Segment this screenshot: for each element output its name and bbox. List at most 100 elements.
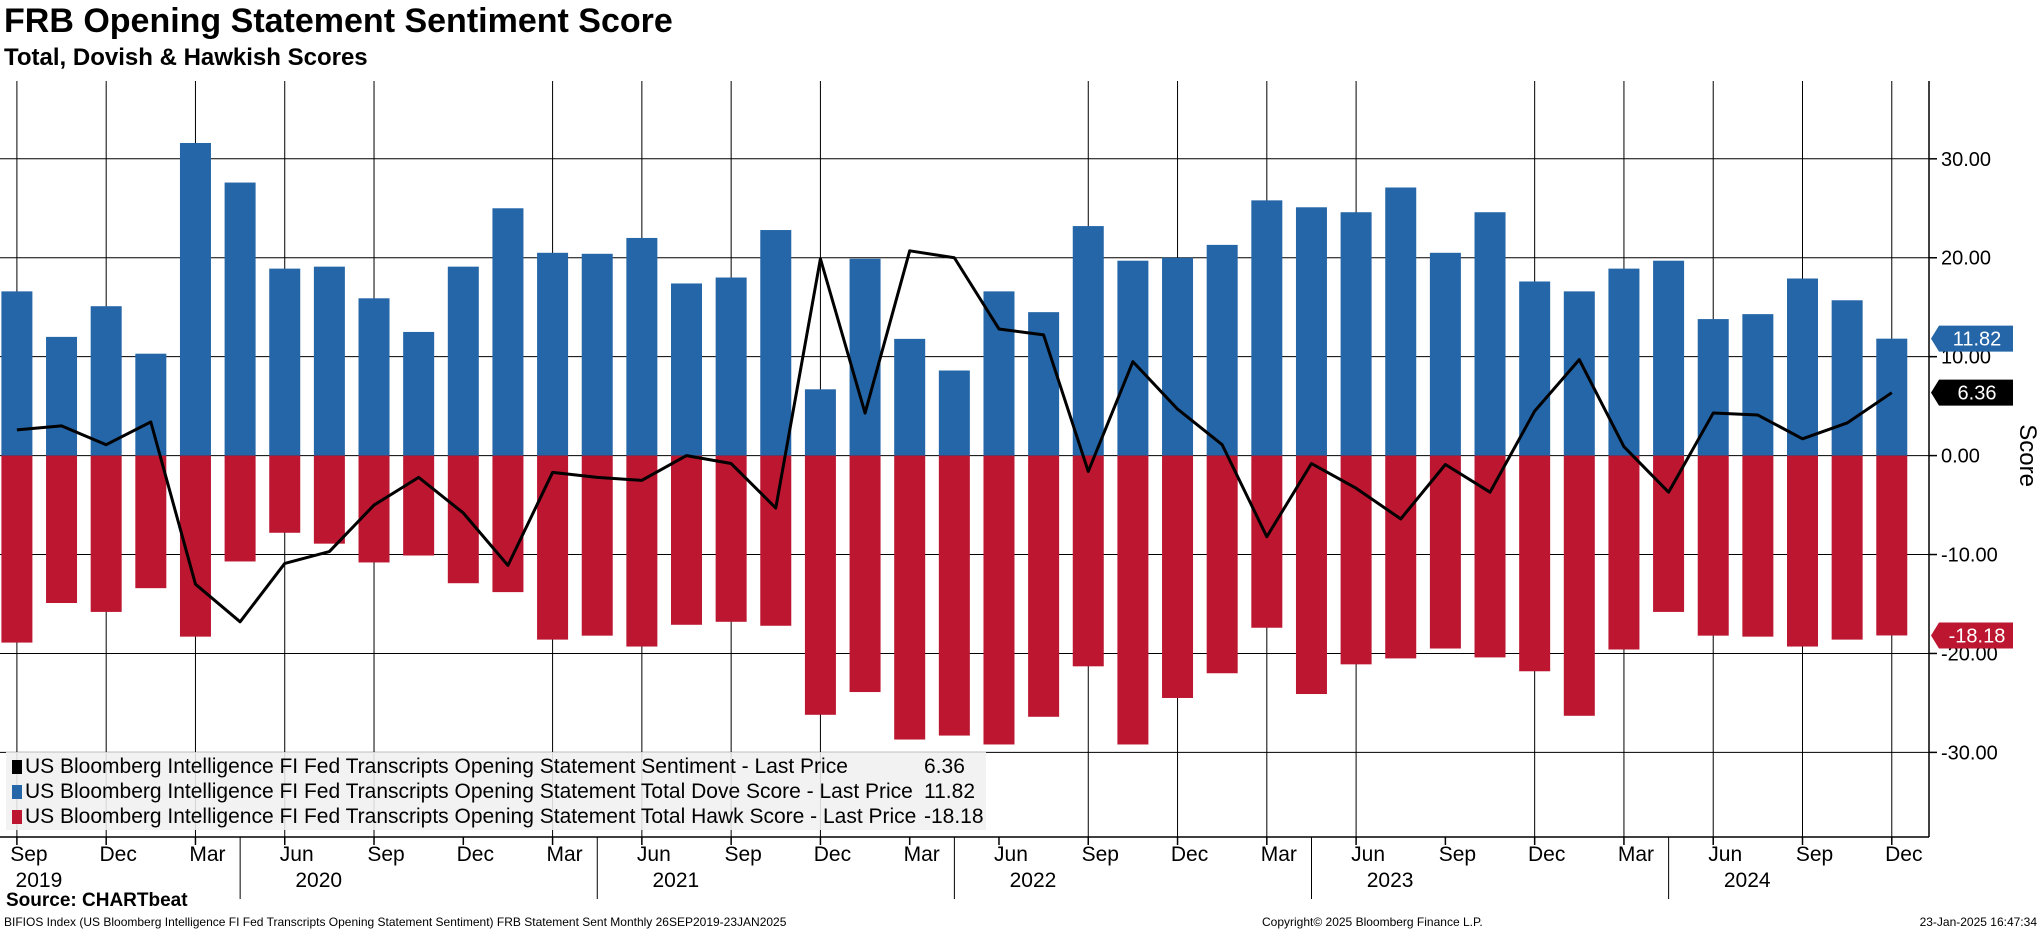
x-year-label: 2024 xyxy=(1724,869,1771,892)
chart-title: FRB Opening Statement Sentiment Score xyxy=(4,2,673,40)
legend-swatch-icon xyxy=(12,760,22,774)
y-tick-label: 30.00 xyxy=(1941,149,1991,171)
legend-label: US Bloomberg Intelligence FI Fed Transcr… xyxy=(25,755,848,778)
legend-item-hawk: US Bloomberg Intelligence FI Fed Transcr… xyxy=(6,804,986,829)
dove-bar xyxy=(1251,200,1283,456)
dove-bar xyxy=(671,283,702,456)
dove-bar xyxy=(1474,212,1506,456)
hawk-bar xyxy=(224,455,256,562)
legend: US Bloomberg Intelligence FI Fed Transcr… xyxy=(6,752,986,830)
hawk-bar xyxy=(1072,455,1104,667)
x-tick-label: Dec xyxy=(100,843,137,866)
hawk-bar xyxy=(1162,455,1194,698)
dove-bar xyxy=(1072,226,1104,456)
x-tick-label: Sep xyxy=(10,843,47,866)
footer-timestamp: 23-Jan-2025 16:47:34 xyxy=(1919,915,2037,929)
x-tick-label: Jun xyxy=(637,843,671,866)
legend-value: 11.82 xyxy=(924,780,975,803)
hawk-bar xyxy=(1608,455,1640,650)
hawk-bar xyxy=(1876,455,1908,636)
dove-bar xyxy=(1295,207,1327,456)
dove-bar xyxy=(1429,252,1461,456)
y-tick-label: 0.00 xyxy=(1941,446,1980,468)
hawk-bar xyxy=(760,455,792,626)
last-value-tag xyxy=(1931,622,2013,649)
hawk-bar xyxy=(581,455,613,636)
hawk-bar xyxy=(46,455,78,604)
hawk-bar xyxy=(492,455,524,593)
x-tick-label: Mar xyxy=(904,843,940,866)
dove-bar xyxy=(1,291,33,456)
hawk-bar xyxy=(804,455,836,715)
x-tick-label: Jun xyxy=(1708,843,1742,866)
hawk-bar xyxy=(1742,455,1774,637)
dove-bar xyxy=(1519,281,1551,456)
hawk-bar xyxy=(1385,455,1417,659)
dove-bar xyxy=(1742,314,1774,456)
legend-item-dove: US Bloomberg Intelligence FI Fed Transcr… xyxy=(6,779,986,804)
y-tick-label: 10.00 xyxy=(1941,347,1991,369)
dove-bar xyxy=(581,253,613,456)
hawk-bar xyxy=(849,455,881,693)
x-tick-label: Dec xyxy=(1528,843,1565,866)
dove-bar xyxy=(1876,338,1908,456)
dove-bar xyxy=(537,252,569,456)
dove-bar xyxy=(269,268,301,456)
dove-bar xyxy=(179,142,211,456)
legend-item-sentiment: US Bloomberg Intelligence FI Fed Transcr… xyxy=(6,754,986,779)
hawk-bar xyxy=(1,455,33,643)
hawk-bar xyxy=(403,455,435,556)
dove-bar xyxy=(46,336,78,456)
dove-bar xyxy=(1653,260,1685,456)
hawk-bar xyxy=(1563,455,1595,716)
dove-bar xyxy=(447,266,479,456)
hawk-bar xyxy=(537,455,569,640)
y-tick-label: 20.00 xyxy=(1941,248,1991,270)
chart-subtitle: Total, Dovish & Hawkish Scores xyxy=(4,44,368,71)
x-tick-label: Sep xyxy=(1796,843,1833,866)
footer-copyright: Copyright© 2025 Bloomberg Finance L.P. xyxy=(1262,915,1483,929)
hawk-bar xyxy=(1206,455,1238,674)
hawk-bar xyxy=(447,455,479,584)
x-year-label: 2019 xyxy=(16,869,63,892)
dove-bar xyxy=(358,298,390,456)
legend-label: US Bloomberg Intelligence FI Fed Transcr… xyxy=(25,805,917,828)
hawk-bar xyxy=(1251,455,1283,628)
dove-bar xyxy=(1162,257,1194,456)
last-value-label: -18.18 xyxy=(1949,625,2006,647)
x-tick-label: Sep xyxy=(1439,843,1476,866)
x-tick-label: Dec xyxy=(1171,843,1208,866)
hawk-bar xyxy=(1429,455,1461,649)
x-tick-label: Sep xyxy=(1082,843,1119,866)
hawk-bar xyxy=(1831,455,1863,640)
hawk-bar xyxy=(983,455,1015,745)
legend-swatch-icon xyxy=(12,810,22,824)
y-tick-label: -20.00 xyxy=(1941,643,1998,665)
x-tick-label: Mar xyxy=(189,843,225,866)
hawk-bar xyxy=(1340,455,1372,665)
x-tick-label: Mar xyxy=(1618,843,1654,866)
dove-bar xyxy=(804,389,836,456)
y-tick-label: -30.00 xyxy=(1941,742,1998,764)
x-tick-label: Dec xyxy=(1885,843,1922,866)
dove-bar xyxy=(403,331,435,456)
hawk-bar xyxy=(135,455,167,589)
footer-ticker: BIFIOS Index (US Bloomberg Intelligence … xyxy=(4,915,787,929)
dove-bar xyxy=(1787,278,1818,456)
dove-bar xyxy=(313,266,345,456)
hawk-bar xyxy=(1028,455,1060,717)
source-label: Source: CHARTbeat xyxy=(6,890,188,911)
hawk-bar xyxy=(894,455,926,740)
x-tick-label: Mar xyxy=(1261,843,1297,866)
x-year-label: 2020 xyxy=(295,869,342,892)
x-tick-label: Dec xyxy=(457,843,494,866)
dove-bar xyxy=(1340,212,1372,456)
x-tick-label: Sep xyxy=(724,843,761,866)
dove-bar xyxy=(715,277,747,456)
dove-bar xyxy=(492,208,524,456)
legend-swatch-icon xyxy=(12,785,22,799)
dove-bar xyxy=(90,306,122,456)
x-tick-label: Dec xyxy=(814,843,851,866)
dove-bar xyxy=(849,258,881,456)
